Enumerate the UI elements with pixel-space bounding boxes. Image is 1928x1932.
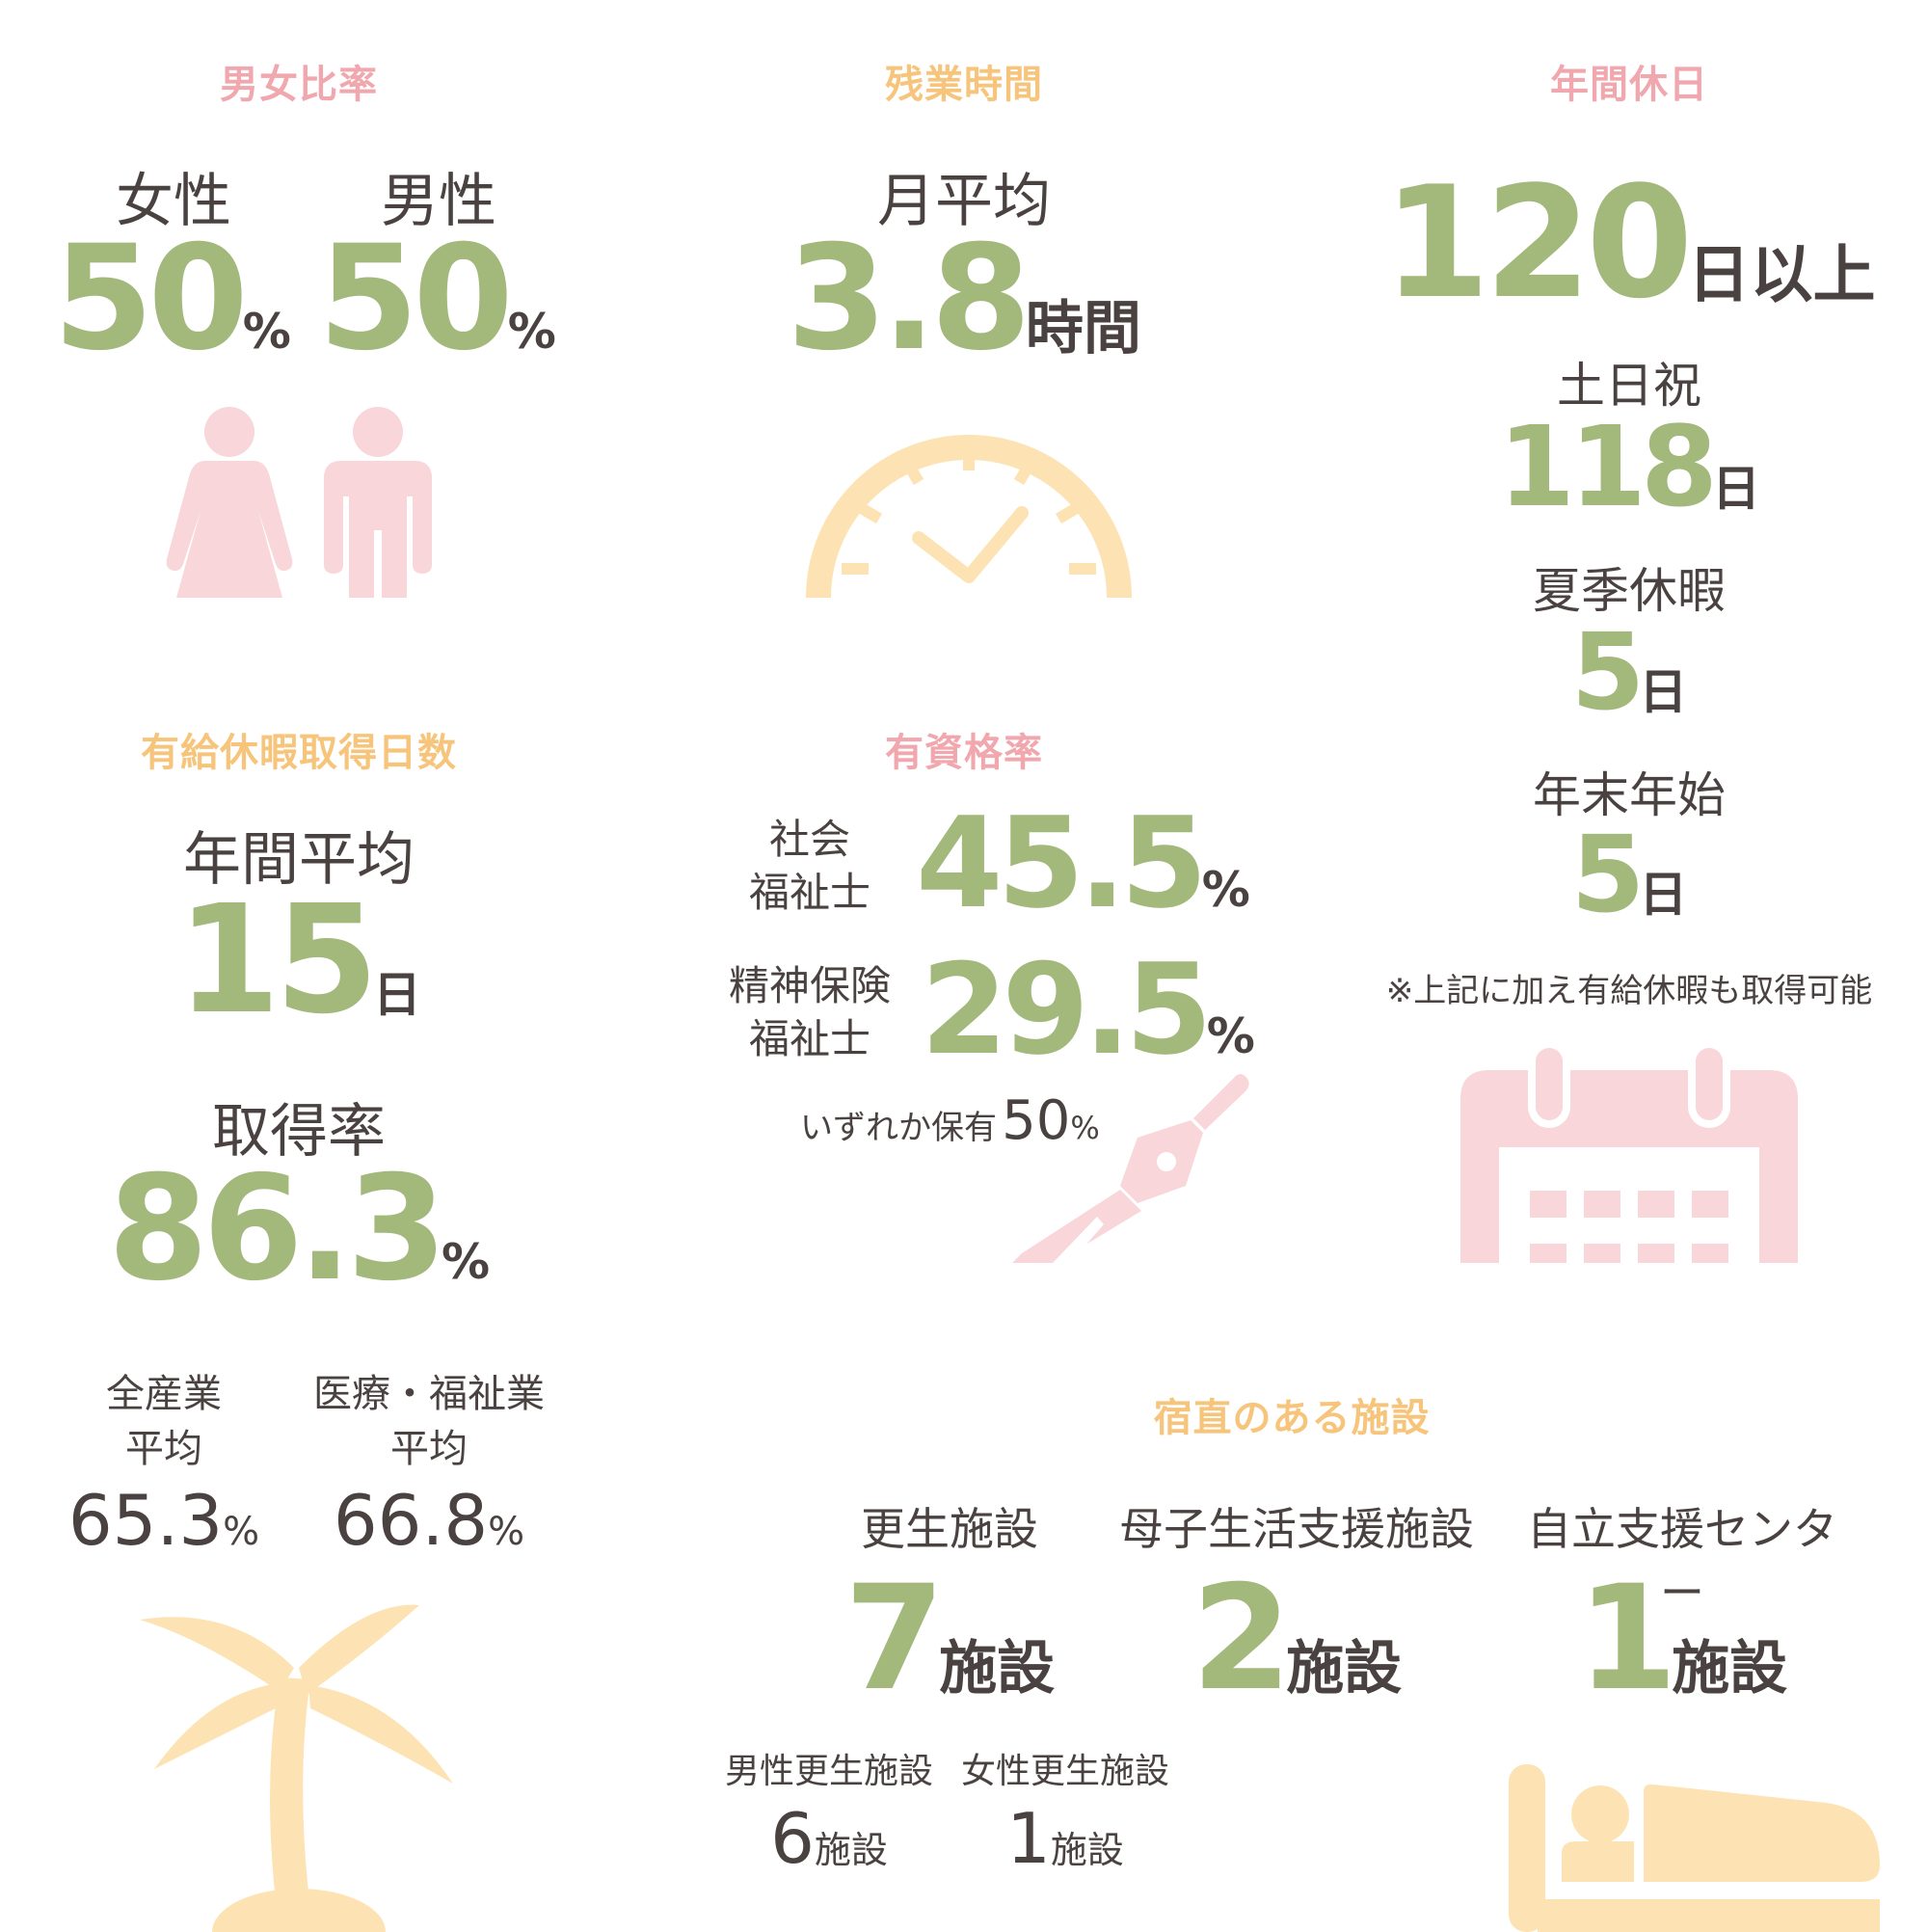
gender-title: 男女比率 (220, 63, 378, 107)
calendar-icon (1460, 1046, 1798, 1263)
percent-unit: % (507, 304, 556, 360)
percent-unit: % (1206, 1008, 1255, 1064)
paid-leave-avg-unit: 日 (372, 967, 421, 1023)
female-facility-value: 1 (1006, 1798, 1051, 1879)
facility-name: 母子生活支援施設 (1119, 1503, 1474, 1555)
overtime-unit: 時間 (1025, 295, 1141, 362)
overtime-title: 残業時間 (885, 63, 1043, 107)
mental-worker-rate: 29.5% (921, 947, 1255, 1072)
paid-leave-rate-label: 取得率 (212, 1098, 386, 1166)
social-worker-label-line2: 福祉士 (748, 869, 870, 916)
facility-count: 1施設 (1509, 1567, 1856, 1711)
facility-unit: 施設 (814, 1829, 888, 1871)
holidays-total-value: 120 (1382, 152, 1694, 333)
female-label: 女性 (116, 168, 231, 235)
paid-leave-rate: 86.3% (0, 1157, 598, 1301)
facility-unit: 施設 (939, 1635, 1056, 1703)
day-unit: 日 (1639, 664, 1688, 720)
facility-unit: 施設 (1286, 1635, 1403, 1703)
newyear-label: 年末年始 (1533, 767, 1726, 823)
percent-unit: % (441, 1234, 491, 1290)
facility-count: 2施設 (1109, 1567, 1485, 1711)
all-industry-label2: 平均 (125, 1427, 202, 1471)
male-icon (324, 407, 432, 598)
facility-name: 更生施設 (861, 1503, 1038, 1555)
holidays-total-unit: 日以上 (1687, 239, 1876, 311)
overtime-value: 3.8 (787, 215, 1031, 383)
welfare-industry-label1: 医療・福祉業 (313, 1372, 545, 1416)
percent-unit: % (1201, 862, 1250, 918)
qualification-title: 有資格率 (885, 731, 1043, 775)
holidays-total: 120日以上 (1330, 166, 1928, 320)
percent-unit: % (242, 304, 291, 360)
weekend-days: 118日 (1330, 413, 1928, 523)
social-worker-label-line1: 社会 (768, 816, 850, 863)
holidays-note: ※上記に加え有給休暇も取得可能 (1385, 972, 1873, 1010)
female-ratio-value: 50 (53, 215, 249, 383)
welfare-industry-label2: 平均 (390, 1427, 468, 1471)
social-worker-label: 社会 福祉士 (713, 813, 906, 919)
either-label: いずれか保有 (800, 1109, 997, 1147)
bed-icon (1509, 1764, 1880, 1932)
female-ratio: 50% (53, 227, 291, 371)
paid-leave-rate-value: 86.3 (107, 1145, 447, 1313)
day-unit: 日 (1639, 867, 1688, 923)
day-unit: 日 (1712, 461, 1761, 517)
facility-name: 自立支援センター (1527, 1503, 1837, 1619)
facility-count-value: 1 (1576, 1555, 1677, 1723)
holidays-title: 年間休日 (1550, 63, 1708, 107)
paid-leave-avg: 15日 (0, 885, 598, 1034)
female-facility-label: 女性更生施設 (960, 1752, 1169, 1791)
male-label: 男性 (381, 168, 496, 235)
weekend-value: 118 (1497, 403, 1718, 532)
pen-icon (1012, 1074, 1249, 1263)
either-value: 50 (1002, 1089, 1071, 1152)
percent-unit: % (488, 1510, 525, 1554)
summer-days: 5日 (1330, 619, 1928, 725)
male-facility-label: 男性更生施設 (724, 1752, 933, 1791)
male-facility-value: 6 (770, 1798, 815, 1879)
night-duty-title: 宿直のある施設 (1153, 1396, 1431, 1440)
male-facility-count: 6施設 (713, 1798, 945, 1879)
paid-leave-title: 有給休暇取得日数 (141, 731, 457, 775)
female-facility-count: 1施設 (950, 1798, 1181, 1879)
either-qualification: いずれか保有 50% (800, 1089, 1100, 1152)
facility-count-value: 7 (844, 1555, 945, 1723)
summer-label: 夏季休暇 (1533, 563, 1726, 619)
mental-worker-label-line2: 福祉士 (748, 1015, 870, 1062)
welfare-industry-value: 66.8 (333, 1480, 489, 1561)
clock-icon (806, 435, 1132, 598)
percent-unit: % (1070, 1110, 1100, 1146)
summer-value: 5 (1570, 610, 1646, 734)
male-ratio-value: 50 (318, 215, 514, 383)
overtime-value-group: 3.8時間 (665, 227, 1263, 371)
overtime-label: 月平均 (877, 168, 1051, 235)
facility-unit: 施設 (1050, 1829, 1124, 1871)
facility-unit: 施設 (1672, 1635, 1788, 1703)
paid-leave-avg-value: 15 (176, 872, 379, 1047)
paid-leave-avg-label: 年間平均 (183, 826, 415, 894)
female-icon (166, 407, 293, 598)
palm-tree-icon (140, 1604, 453, 1932)
newyear-days: 5日 (1330, 821, 1928, 927)
mental-worker-label: 精神保険 福祉士 (704, 959, 916, 1065)
facility-count: 7施設 (824, 1567, 1075, 1711)
all-industry-rate: 65.3% (39, 1480, 289, 1561)
social-worker-value: 45.5 (916, 790, 1208, 936)
mental-worker-label-line1: 精神保険 (728, 962, 891, 1009)
all-industry-label1: 全産業 (106, 1372, 222, 1416)
all-industry-value: 65.3 (67, 1480, 224, 1561)
welfare-industry-rate: 66.8% (304, 1480, 554, 1561)
male-ratio: 50% (318, 227, 556, 371)
mental-worker-value: 29.5 (921, 936, 1213, 1083)
weekend-label: 土日祝 (1557, 358, 1701, 414)
facility-count-value: 2 (1191, 1555, 1292, 1723)
newyear-value: 5 (1570, 813, 1646, 936)
social-worker-rate: 45.5% (916, 800, 1250, 926)
percent-unit: % (223, 1510, 260, 1554)
